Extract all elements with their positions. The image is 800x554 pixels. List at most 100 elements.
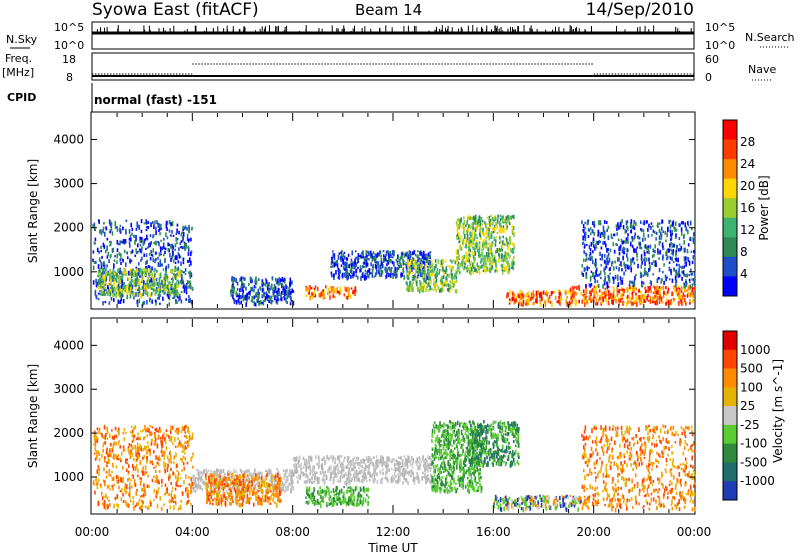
- echo-cell: [102, 242, 105, 248]
- echo-cell: [178, 440, 181, 446]
- echo-cell: [181, 274, 183, 278]
- echo-cell: [126, 251, 128, 255]
- echo-cell: [347, 286, 350, 289]
- echo-cell: [187, 493, 189, 499]
- echo-cell: [99, 432, 102, 435]
- echo-cell: [462, 230, 465, 235]
- echo-cell: [427, 272, 430, 277]
- echo-cell: [176, 301, 178, 304]
- echo-cell: [123, 269, 125, 274]
- echo-cell: [216, 470, 218, 475]
- echo-cell: [444, 259, 447, 263]
- echo-cell: [261, 288, 264, 293]
- echo-cell: [177, 284, 179, 289]
- echo-cell: [329, 290, 331, 294]
- echo-cell: [660, 287, 662, 290]
- echo-cell: [240, 295, 242, 300]
- echo-cell: [129, 244, 131, 248]
- echo-cell: [623, 271, 625, 276]
- echo-cell: [267, 289, 270, 293]
- echo-cell: [592, 240, 594, 245]
- echo-cell: [281, 276, 284, 282]
- echo-cell: [183, 241, 186, 244]
- echo-cell: [142, 466, 144, 471]
- echo-cell: [106, 246, 108, 251]
- colorbar-swatch: [723, 237, 737, 258]
- echo-cell: [569, 287, 572, 292]
- echo-cell: [94, 241, 96, 245]
- echo-cell: [131, 284, 134, 290]
- echo-cell: [331, 287, 333, 291]
- echo-cell: [419, 281, 421, 285]
- echo-cell: [201, 478, 204, 484]
- echo-cell: [177, 270, 180, 275]
- echo-cell: [484, 255, 486, 260]
- echo-cell: [285, 486, 288, 492]
- echo-cell: [115, 434, 118, 438]
- echo-cell: [119, 224, 122, 228]
- echo-cell: [443, 269, 446, 272]
- echo-cell: [290, 487, 293, 491]
- echo-cell: [330, 262, 333, 265]
- echo-cell: [424, 263, 426, 267]
- echo-cell: [363, 265, 366, 269]
- echo-cell: [511, 229, 514, 234]
- echo-cell: [177, 477, 179, 482]
- echo-cell: [151, 292, 153, 295]
- echo-cell: [440, 260, 443, 265]
- echo-cell: [503, 254, 506, 259]
- echo-cell: [146, 485, 149, 489]
- echo-cell: [627, 287, 630, 292]
- echo-cell: [131, 276, 133, 279]
- echo-cell: [184, 284, 187, 288]
- echo-cell: [244, 478, 246, 482]
- echo-cell: [155, 240, 157, 246]
- echo-cell: [582, 289, 585, 293]
- echo-cell: [334, 288, 337, 292]
- echo-cell: [578, 299, 580, 304]
- echo-cell: [410, 265, 413, 270]
- echo-cell: [136, 288, 139, 292]
- echo-cell: [343, 293, 346, 297]
- echo-cell: [117, 290, 119, 296]
- echo-cell: [436, 274, 439, 278]
- echo-cell: [635, 287, 638, 291]
- echo-cell: [145, 271, 147, 275]
- echo-cell: [615, 266, 618, 270]
- echo-cell: [156, 282, 159, 286]
- echo-cell: [103, 467, 105, 472]
- freq-trace: [92, 63, 694, 77]
- echo-cell: [127, 283, 130, 289]
- echo-cell: [171, 496, 174, 502]
- echo-cell: [426, 275, 428, 280]
- echo-cell: [166, 284, 169, 289]
- echo-cell: [656, 285, 659, 288]
- echo-cell: [624, 228, 627, 234]
- echo-cell: [273, 285, 276, 290]
- echo-cell: [587, 228, 590, 232]
- echo-cell: [164, 257, 166, 262]
- echo-cell: [168, 302, 171, 307]
- echo-cell: [380, 265, 382, 270]
- echo-cell: [427, 266, 430, 271]
- echo-cell: [291, 288, 293, 293]
- echo-cell: [675, 252, 677, 257]
- colorbar-swatch: [723, 256, 737, 277]
- echo-cell: [496, 231, 499, 235]
- echo-cell: [170, 257, 172, 262]
- echo-cell: [444, 271, 447, 274]
- echo-cell: [391, 250, 394, 256]
- echo-cell: [167, 463, 169, 468]
- echo-cell: [337, 254, 340, 260]
- echo-cell: [423, 266, 425, 269]
- echo-cell: [96, 469, 99, 474]
- echo-cell: [633, 226, 636, 230]
- echo-cell: [490, 217, 493, 222]
- echo-cell: [593, 275, 596, 280]
- echo-cell: [507, 260, 509, 264]
- echo-cell: [258, 301, 260, 307]
- echo-cell: [693, 287, 696, 291]
- echo-cell: [353, 271, 355, 277]
- echo-cell: [578, 287, 581, 291]
- echo-cell: [408, 251, 411, 256]
